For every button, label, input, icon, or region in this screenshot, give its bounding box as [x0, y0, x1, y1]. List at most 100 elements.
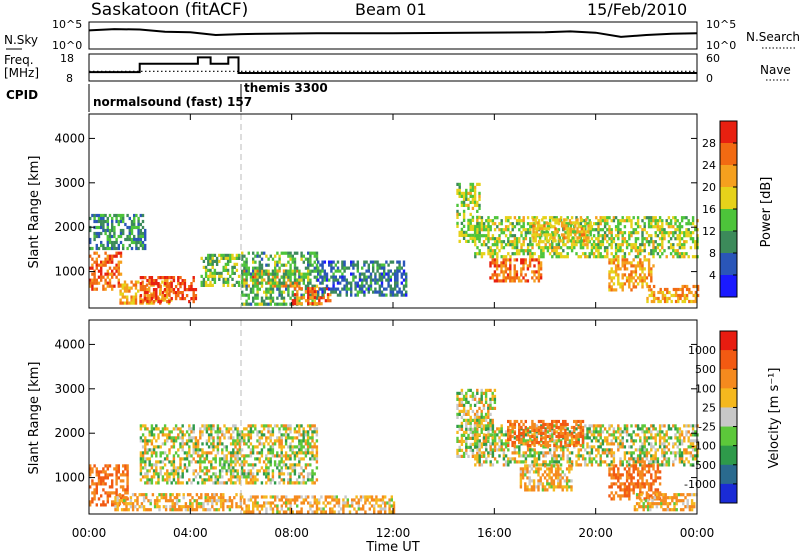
y-tick-label: 3000	[54, 382, 85, 396]
vel-cells-region-6	[507, 419, 585, 448]
freq-right-tick-top: 60	[706, 52, 720, 65]
cbar-swatch	[720, 187, 737, 210]
x-tick-label: 08:00	[274, 526, 309, 540]
power-y-label: Slant Range [km]	[27, 156, 42, 269]
cpid-label: CPID	[6, 88, 38, 102]
cbar-tick-label: -100	[691, 440, 716, 453]
time-axis-label: Time UT	[365, 540, 419, 554]
cbar-swatch	[720, 331, 737, 351]
noise-left-label: N.Sky	[4, 33, 38, 47]
velocity-cbar-label: Velocity [m s⁻¹]	[767, 368, 782, 469]
vel-cells-region-1	[114, 493, 243, 512]
cpid-mode-1: normalsound (fast) 157	[93, 95, 252, 109]
y-tick-label: 4000	[54, 337, 85, 351]
cbar-swatch	[720, 143, 737, 166]
freq-panel: Freq. [MHz] 18 8 60 0 Nave	[4, 52, 791, 85]
vel-cells-region-8	[608, 464, 662, 501]
cbar-swatch	[720, 209, 737, 232]
x-tick-label: 04:00	[173, 526, 208, 540]
power-echo-map	[89, 182, 700, 306]
cbar-tick-label: 12	[702, 225, 716, 238]
y-tick-label: 2000	[54, 220, 85, 234]
cbar-tick-label: 28	[702, 137, 716, 150]
noise-right-tick-bottom: 10^0	[706, 39, 736, 52]
freq-left-tick-top: 18	[60, 52, 74, 65]
noise-right-label: N.Search	[746, 30, 800, 44]
power-cells-region-1	[89, 213, 147, 251]
time-axis: 00:00 04:00 08:00 12:00 16:00 20:00 00:00	[72, 114, 715, 540]
cbar-swatch	[720, 464, 737, 485]
cbar-swatch	[720, 165, 737, 188]
power-cells-region-8	[317, 260, 408, 297]
freq-right-label: Nave	[760, 63, 791, 77]
freq-left-tick-bottom: 8	[66, 72, 73, 85]
cpid-mode-2: themis 3300	[244, 81, 328, 95]
cpid-row: CPID normalsound (fast) 157 themis 3300	[6, 81, 328, 112]
vel-cells-region-3	[241, 495, 396, 514]
beam-title: Beam 01	[355, 0, 427, 19]
x-tick-label: 00:00	[680, 526, 715, 540]
cbar-swatch	[720, 388, 737, 408]
cbar-swatch	[720, 369, 737, 389]
noise-sky-line	[88, 28, 698, 38]
cbar-tick-label: 20	[702, 181, 716, 194]
cbar-tick-label: -25	[698, 421, 716, 434]
x-tick-label: 20:00	[578, 526, 613, 540]
cbar-tick-label: 25	[702, 401, 716, 414]
cbar-tick-label: 100	[695, 382, 716, 395]
cbar-tick-label: -1000	[684, 478, 716, 491]
cbar-tick-label: 8	[709, 247, 716, 260]
y-tick-label: 2000	[54, 426, 85, 440]
x-tick-label: 16:00	[477, 526, 512, 540]
vel-cells-region-2	[139, 424, 319, 485]
power-cells-region-3	[139, 276, 198, 304]
noise-left-tick-bottom: 10^0	[52, 39, 82, 52]
y-tick-label: 4000	[54, 131, 85, 145]
cbar-tick-label: -500	[691, 459, 716, 472]
power-cbar-label: Power [dB]	[759, 177, 774, 248]
velocity-echo-map	[89, 388, 699, 514]
cbar-swatch	[720, 231, 737, 254]
vel-cells-region-7	[519, 464, 573, 492]
power-cells-region-11	[489, 258, 543, 283]
power-cells-region-0	[89, 251, 123, 291]
station-title: Saskatoon (fitACF)	[91, 0, 248, 20]
cbar-swatch	[720, 483, 737, 504]
cbar-tick-label: 1000	[688, 344, 716, 357]
vel-cells-region-5	[474, 424, 699, 467]
noise-right-tick-top: 10^5	[706, 18, 736, 31]
vel-cells-region-0	[89, 464, 129, 507]
y-tick-label: 1000	[54, 265, 85, 279]
cbar-swatch	[720, 426, 737, 447]
freq-right-tick-bottom: 0	[706, 72, 713, 85]
frequency-line	[89, 56, 697, 74]
freq-left-label-2: [MHz]	[4, 66, 39, 80]
cbar-swatch	[720, 275, 737, 298]
cbar-swatch	[720, 253, 737, 276]
x-tick-label: 12:00	[376, 526, 411, 540]
power-cells-region-4	[200, 253, 241, 287]
cbar-swatch	[720, 407, 737, 428]
cbar-tick-label: 16	[702, 203, 716, 216]
cbar-tick-label: 24	[702, 159, 716, 172]
power-colorbar: 4 8 12 16 20 24 28	[702, 120, 738, 298]
cbar-swatch	[720, 350, 737, 370]
power-cells-region-6	[241, 251, 319, 306]
cbar-tick-label: 4	[709, 269, 716, 282]
velocity-y-ticks: 1000 2000 3000 4000	[54, 337, 697, 485]
power-cells-region-13	[608, 258, 655, 292]
noise-left-tick-top: 10^5	[52, 18, 82, 31]
y-tick-label: 3000	[54, 176, 85, 190]
y-tick-label: 1000	[54, 471, 85, 485]
power-y-ticks: 1000 2000 3000 4000	[54, 131, 697, 279]
freq-left-label-1: Freq.	[4, 53, 34, 67]
power-cells-region-10	[474, 216, 699, 259]
date-title: 15/Feb/2010	[587, 0, 687, 19]
cbar-swatch	[720, 121, 737, 144]
noise-panel: N.Sky 10^5 10^0 10^5 10^0 N.Search	[4, 18, 800, 52]
x-tick-label: 00:00	[72, 526, 107, 540]
velocity-panel: 1000 2000 3000 4000 Slant Range [km] 1000 50…	[27, 319, 782, 515]
velocity-y-label: Slant Range [km]	[27, 362, 42, 475]
vel-cells-region-9	[633, 493, 698, 512]
